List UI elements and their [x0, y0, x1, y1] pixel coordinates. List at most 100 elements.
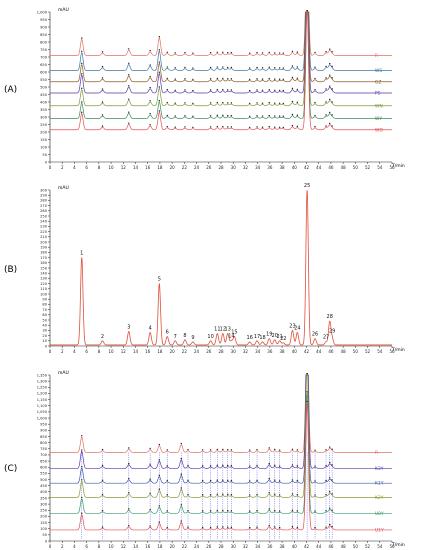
peak-marker — [180, 473, 183, 475]
x-tick-label: 32 — [243, 349, 249, 354]
peak-marker — [325, 77, 327, 79]
x-tick-label: 14 — [133, 165, 139, 170]
peak-marker — [101, 464, 104, 467]
peak-marker — [222, 66, 224, 68]
peak-number-label: 4 — [149, 325, 152, 331]
peak-number-label: 28 — [327, 314, 333, 320]
peak-marker — [296, 66, 299, 68]
y-tick-label: 400 — [40, 100, 48, 104]
peak-number-label: 7 — [174, 334, 177, 340]
x-tick-label: 52 — [365, 544, 371, 549]
x-tick-label: 34 — [255, 165, 261, 170]
peak-marker — [268, 114, 270, 117]
peak-number-label: 24 — [294, 325, 300, 331]
series-label: WS — [375, 68, 382, 74]
peak-marker — [184, 126, 186, 128]
peak-marker — [249, 465, 251, 467]
peak-marker — [329, 461, 331, 464]
peak-marker — [291, 87, 294, 90]
x-tick-label: 50 — [353, 165, 359, 170]
x-tick-label: 38 — [280, 349, 286, 354]
peak-number-label: 16 — [247, 335, 253, 341]
y-tick-label: 600 — [40, 466, 48, 470]
peak-marker — [249, 67, 251, 69]
peak-number-label: 21 — [276, 334, 282, 340]
series-label: GZ — [375, 79, 382, 85]
peak-marker — [291, 493, 294, 495]
peak-marker — [314, 101, 316, 104]
y-tick-label: 160 — [40, 261, 48, 265]
x-tick-label: 20 — [170, 165, 176, 170]
peak-marker — [274, 102, 276, 104]
series-label: K1Y — [375, 481, 384, 487]
peak-marker — [128, 524, 130, 527]
peak-marker — [180, 504, 183, 506]
peak-marker — [192, 52, 194, 54]
peak-marker — [158, 36, 161, 38]
peak-marker — [209, 449, 212, 451]
series-label: K3Y — [375, 466, 384, 472]
peak-marker — [278, 494, 281, 496]
peak-marker — [174, 67, 176, 69]
x-tick-label: 32 — [243, 165, 249, 170]
panel-b-x-unit: T/min — [391, 347, 405, 353]
peak-marker — [192, 78, 194, 81]
peak-marker — [331, 114, 333, 116]
y-tick-label: 800 — [40, 441, 48, 445]
trace-ps — [50, 11, 392, 94]
peak-marker — [209, 89, 212, 91]
peak-marker — [81, 111, 83, 114]
peak-marker — [101, 448, 104, 451]
x-tick-label: 2 — [61, 544, 64, 549]
peak-marker — [187, 493, 189, 496]
peak-marker — [268, 88, 270, 91]
x-tick-label: 0 — [49, 349, 52, 354]
peak-marker — [306, 10, 308, 12]
peak-marker — [230, 510, 233, 512]
trace-ws — [50, 11, 392, 71]
peak-marker — [331, 479, 333, 481]
peak-marker — [331, 525, 333, 528]
peak-number-label: 6 — [166, 330, 169, 336]
x-tick-label: 26 — [206, 165, 212, 170]
y-tick-label: 1,000 — [37, 416, 48, 420]
x-tick-label: 4 — [73, 544, 76, 549]
series-label: WD — [375, 127, 383, 133]
peak-marker — [149, 64, 151, 66]
y-tick-label: 300 — [40, 115, 48, 119]
y-tick-label: 200 — [40, 240, 48, 244]
peak-marker — [249, 449, 251, 451]
peak-marker — [274, 52, 276, 54]
peak-marker — [187, 464, 189, 467]
peak-marker — [256, 526, 258, 528]
peak-marker — [329, 98, 331, 101]
peak-marker — [274, 126, 276, 128]
x-tick-label: 46 — [328, 544, 334, 549]
peak-marker — [216, 509, 219, 512]
peak-marker — [101, 51, 104, 53]
peak-marker — [101, 65, 104, 68]
peak-marker — [261, 102, 264, 104]
peak-marker — [296, 465, 299, 467]
trace-u1y — [50, 402, 392, 531]
peak-marker — [184, 51, 186, 54]
peak-marker — [306, 373, 308, 375]
peak-marker — [166, 51, 168, 53]
peak-marker — [184, 66, 186, 69]
peak-marker — [128, 48, 130, 50]
y-tick-label: 0 — [45, 344, 48, 348]
peak-marker — [209, 51, 212, 54]
peak-marker — [128, 74, 130, 76]
peak-number-label: 15 — [231, 329, 237, 335]
y-tick-label: 800 — [40, 40, 48, 44]
x-tick-label: 42 — [304, 544, 310, 549]
x-tick-label: 10 — [109, 349, 115, 354]
trace-k1y — [50, 374, 392, 484]
series-label: U8Y — [375, 511, 384, 517]
peak-marker — [314, 114, 316, 117]
peak-marker — [329, 62, 331, 65]
x-tick-label: 48 — [341, 165, 347, 170]
peak-marker — [261, 126, 264, 128]
y-tick-label: 1,000 — [37, 10, 48, 14]
peak-marker — [222, 114, 224, 117]
